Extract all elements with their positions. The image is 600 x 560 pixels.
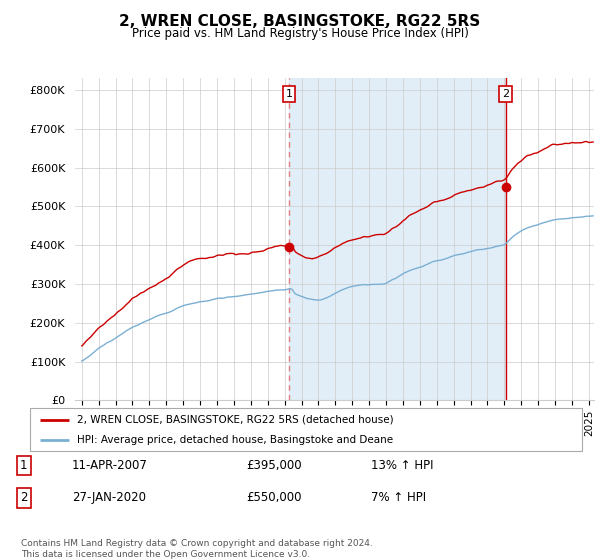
Text: 13% ↑ HPI: 13% ↑ HPI	[371, 459, 434, 472]
Text: 2, WREN CLOSE, BASINGSTOKE, RG22 5RS: 2, WREN CLOSE, BASINGSTOKE, RG22 5RS	[119, 14, 481, 29]
Text: Price paid vs. HM Land Registry's House Price Index (HPI): Price paid vs. HM Land Registry's House …	[131, 27, 469, 40]
Text: 2, WREN CLOSE, BASINGSTOKE, RG22 5RS (detached house): 2, WREN CLOSE, BASINGSTOKE, RG22 5RS (de…	[77, 415, 394, 424]
Text: £550,000: £550,000	[246, 491, 302, 504]
Text: 2: 2	[502, 89, 509, 99]
FancyBboxPatch shape	[30, 408, 582, 451]
Text: £395,000: £395,000	[246, 459, 302, 472]
Text: Contains HM Land Registry data © Crown copyright and database right 2024.
This d: Contains HM Land Registry data © Crown c…	[21, 539, 373, 559]
Bar	[289, 78, 506, 400]
Text: 7% ↑ HPI: 7% ↑ HPI	[371, 491, 427, 504]
Text: 27-JAN-2020: 27-JAN-2020	[72, 491, 146, 504]
Text: HPI: Average price, detached house, Basingstoke and Deane: HPI: Average price, detached house, Basi…	[77, 435, 393, 445]
Text: 11-APR-2007: 11-APR-2007	[72, 459, 148, 472]
Text: 2: 2	[20, 491, 28, 504]
Text: 1: 1	[20, 459, 28, 472]
Text: 1: 1	[286, 89, 293, 99]
